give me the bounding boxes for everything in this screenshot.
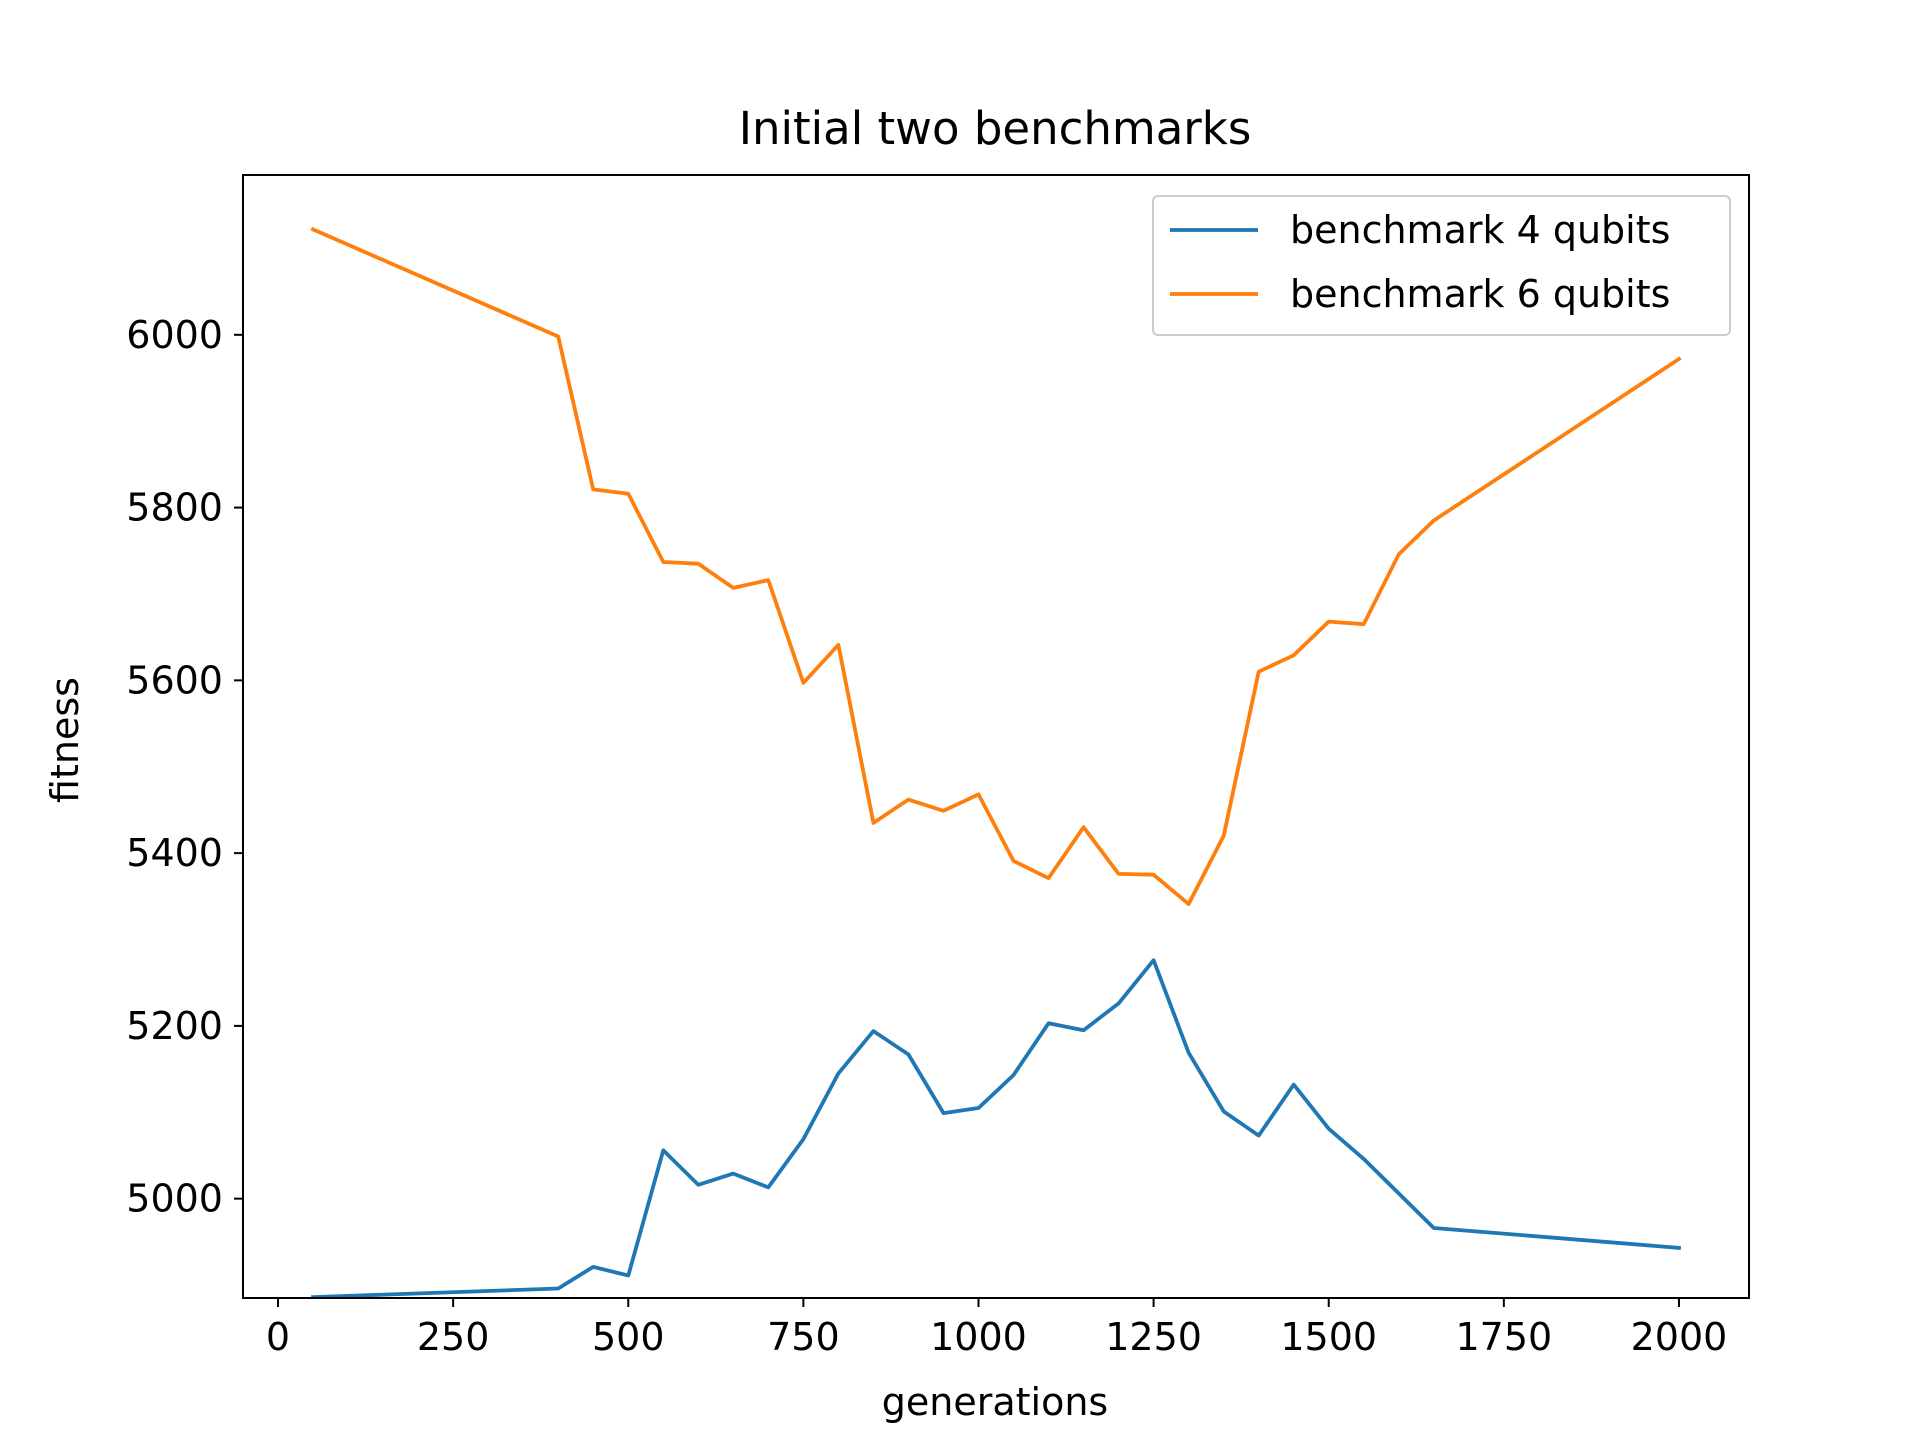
data-point-benchmark-4-qubits-18 <box>1151 957 1157 963</box>
data-point-benchmark-6-qubits-6 <box>730 585 736 591</box>
data-point-benchmark-6-qubits-16 <box>1081 824 1087 830</box>
x-tick-label-2000: 2000 <box>1631 1315 1728 1359</box>
data-point-benchmark-6-qubits-7 <box>765 577 771 583</box>
y-axis-label: fitness <box>43 677 87 803</box>
data-point-benchmark-4-qubits-10 <box>870 1028 876 1034</box>
data-point-benchmark-4-qubits-25 <box>1396 1191 1402 1197</box>
plot-area: 0 250 500 750 1000 1250 1500 1750 2000 5000 5200 54… <box>126 174 1750 1359</box>
chart-title: Initial two benchmarks <box>739 102 1252 155</box>
data-point-benchmark-6-qubits-18 <box>1151 872 1157 878</box>
data-point-benchmark-4-qubits-15 <box>1046 1020 1052 1026</box>
data-point-benchmark-4-qubits-21 <box>1256 1133 1262 1139</box>
data-point-benchmark-6-qubits-4 <box>660 559 666 565</box>
data-point-benchmark-4-qubits-19 <box>1186 1050 1192 1056</box>
data-point-benchmark-6-qubits-19 <box>1186 901 1192 907</box>
data-point-benchmark-4-qubits-17 <box>1116 1000 1122 1006</box>
data-point-benchmark-6-qubits-10 <box>870 820 876 826</box>
data-point-benchmark-4-qubits-9 <box>835 1070 841 1076</box>
x-tick-label-1000: 1000 <box>930 1315 1027 1359</box>
data-point-benchmark-6-qubits-20 <box>1221 833 1227 839</box>
data-point-benchmark-6-qubits-26 <box>1431 518 1437 524</box>
data-point-benchmark-4-qubits-6 <box>730 1171 736 1177</box>
data-point-benchmark-4-qubits-14 <box>1011 1072 1017 1078</box>
data-point-benchmark-4-qubits-11 <box>905 1051 911 1057</box>
legend: benchmark 4 qubits benchmark 6 qubits <box>1152 195 1731 336</box>
data-point-benchmark-6-qubits-27 <box>1676 356 1682 362</box>
series-line-benchmark-6-qubits <box>310 226 1682 906</box>
data-point-benchmark-6-qubits-21 <box>1256 669 1262 675</box>
data-point-benchmark-4-qubits-20 <box>1221 1108 1227 1114</box>
x-tick-label-1750: 1750 <box>1455 1315 1552 1359</box>
x-tick-label-0: 0 <box>266 1315 290 1359</box>
series-line-benchmark-4-qubits <box>311 958 1682 1300</box>
data-point-benchmark-4-qubits-4 <box>660 1147 666 1153</box>
data-point-benchmark-4-qubits-3 <box>625 1273 631 1279</box>
data-point-benchmark-6-qubits-14 <box>1011 858 1017 864</box>
legend-box <box>1152 195 1731 336</box>
data-point-benchmark-4-qubits-2 <box>590 1264 596 1270</box>
x-tick-label-1500: 1500 <box>1280 1315 1377 1359</box>
data-point-benchmark-6-qubits-23 <box>1326 619 1332 625</box>
data-point-benchmark-4-qubits-22 <box>1291 1082 1297 1088</box>
data-point-benchmark-6-qubits-25 <box>1396 551 1402 557</box>
data-point-benchmark-4-qubits-7 <box>765 1184 771 1190</box>
data-point-benchmark-4-qubits-23 <box>1326 1126 1332 1132</box>
data-point-benchmark-4-qubits-1 <box>555 1286 561 1292</box>
x-tick-label-750: 750 <box>767 1315 840 1359</box>
legend-label-benchmark-6-qubits: benchmark 6 qubits <box>1290 272 1670 316</box>
y-tick-label-5000: 5000 <box>126 1177 223 1221</box>
data-point-benchmark-4-qubits-24 <box>1361 1156 1367 1162</box>
data-point-benchmark-6-qubits-2 <box>590 486 596 492</box>
data-point-benchmark-6-qubits-8 <box>800 680 806 686</box>
data-point-benchmark-6-qubits-0 <box>310 226 316 232</box>
data-point-benchmark-4-qubits-16 <box>1081 1027 1087 1033</box>
data-point-benchmark-6-qubits-11 <box>905 797 911 803</box>
data-point-benchmark-6-qubits-12 <box>941 808 947 814</box>
data-point-benchmark-6-qubits-15 <box>1046 875 1052 881</box>
x-tick-label-1250: 1250 <box>1105 1315 1202 1359</box>
y-tick-label-5600: 5600 <box>126 658 223 702</box>
data-point-benchmark-4-qubits-5 <box>695 1182 701 1188</box>
x-tick-label-500: 500 <box>592 1315 665 1359</box>
y-tick-label-5800: 5800 <box>126 486 223 530</box>
data-point-benchmark-6-qubits-9 <box>835 642 841 648</box>
x-axis-label: generations <box>882 1380 1108 1424</box>
axes-frame <box>242 174 1750 1299</box>
data-point-benchmark-4-qubits-13 <box>976 1105 982 1111</box>
data-point-benchmark-6-qubits-5 <box>695 561 701 567</box>
data-point-benchmark-4-qubits-27 <box>1676 1245 1682 1251</box>
data-point-benchmark-6-qubits-17 <box>1116 871 1122 877</box>
legend-label-benchmark-4-qubits: benchmark 4 qubits <box>1290 208 1670 252</box>
y-tick-label-6000: 6000 <box>126 313 223 357</box>
data-point-benchmark-4-qubits-8 <box>800 1136 806 1142</box>
data-point-benchmark-4-qubits-26 <box>1431 1225 1437 1231</box>
data-point-benchmark-4-qubits-12 <box>941 1110 947 1116</box>
y-tick-label-5400: 5400 <box>126 831 223 875</box>
y-tick-label-5200: 5200 <box>126 1004 223 1048</box>
x-tick-label-250: 250 <box>417 1315 490 1359</box>
data-point-benchmark-6-qubits-13 <box>976 791 982 797</box>
data-point-benchmark-6-qubits-24 <box>1361 621 1367 627</box>
data-point-benchmark-6-qubits-3 <box>625 491 631 497</box>
data-point-benchmark-6-qubits-22 <box>1291 652 1297 658</box>
data-point-benchmark-6-qubits-1 <box>555 334 561 340</box>
